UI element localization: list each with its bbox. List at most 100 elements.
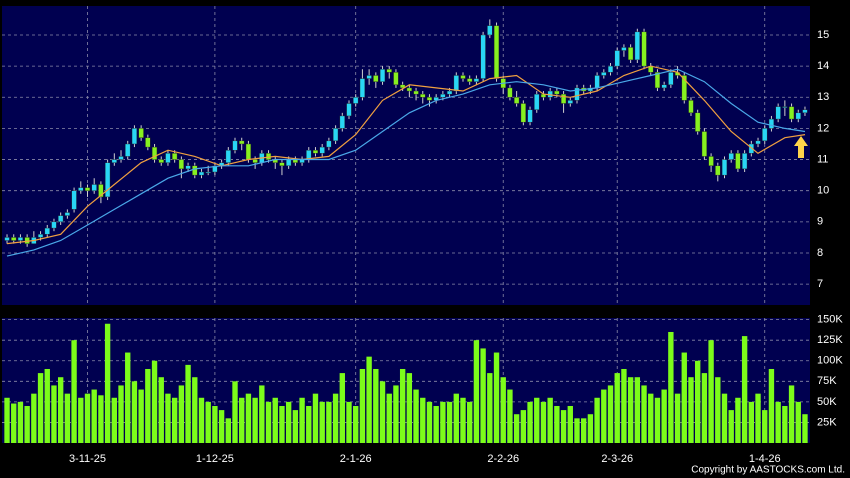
candle-body bbox=[654, 72, 661, 89]
candle-body bbox=[339, 115, 345, 129]
candle-body bbox=[138, 128, 144, 138]
volume-bar bbox=[601, 389, 607, 443]
volume-bar bbox=[735, 397, 741, 443]
volume-bar bbox=[285, 401, 292, 443]
y-tick-label: 9 bbox=[817, 216, 823, 228]
candle-body bbox=[212, 165, 218, 173]
volume-bar bbox=[339, 373, 345, 443]
volume-bar bbox=[446, 401, 453, 443]
x-tick-label: 3-11-25 bbox=[69, 453, 106, 465]
volume-bar bbox=[741, 336, 748, 443]
volume-bar bbox=[379, 381, 386, 443]
y-tick-label: 125K bbox=[817, 334, 843, 346]
volume-bar bbox=[205, 401, 211, 443]
volume-bar bbox=[353, 405, 359, 443]
candle-body bbox=[742, 153, 748, 170]
candle-body bbox=[125, 143, 131, 157]
volume-bar bbox=[634, 377, 641, 443]
volume-bar bbox=[627, 377, 634, 443]
volume-bar bbox=[292, 410, 299, 443]
volume-bar bbox=[57, 377, 64, 443]
volume-bar bbox=[185, 364, 191, 443]
volume-bar bbox=[239, 397, 245, 443]
volume-bar bbox=[648, 393, 654, 443]
candle-body bbox=[721, 159, 728, 176]
candle-body bbox=[601, 72, 607, 76]
volume-bar bbox=[151, 360, 158, 443]
volume-bar bbox=[721, 393, 728, 443]
volume-bar bbox=[540, 401, 547, 443]
volume-bar bbox=[708, 340, 714, 443]
volume-bar bbox=[453, 393, 459, 443]
volume-bar bbox=[567, 405, 573, 443]
candle-body bbox=[708, 156, 714, 166]
volume-bar bbox=[225, 418, 231, 443]
volume-bar bbox=[252, 397, 258, 443]
candle-body bbox=[84, 187, 91, 191]
volume-bar bbox=[373, 368, 379, 443]
candle-body bbox=[232, 140, 238, 151]
candle-body bbox=[621, 47, 627, 51]
volume-bar bbox=[259, 385, 265, 443]
candle-body bbox=[634, 31, 640, 61]
candle-body bbox=[185, 165, 191, 170]
plot-layer: 7 8 9 10 11 12 13 14 15 25K 50K 75K 100K 125K 150K 3-11… bbox=[2, 6, 843, 465]
y-tick-label: 25K bbox=[817, 416, 837, 428]
volume-bar bbox=[91, 389, 97, 443]
candle-body bbox=[520, 103, 526, 123]
candle-body bbox=[11, 237, 17, 241]
volume-bar bbox=[795, 401, 801, 443]
candle-body bbox=[400, 84, 406, 89]
volume-bar bbox=[84, 393, 91, 443]
candle-body bbox=[641, 31, 647, 67]
volume-bar bbox=[158, 377, 164, 443]
candle-body bbox=[118, 156, 124, 160]
volume-bar bbox=[319, 401, 325, 443]
volume-bar bbox=[607, 385, 614, 443]
candle-body bbox=[735, 153, 741, 170]
volume-bar bbox=[681, 352, 687, 443]
volume-bar bbox=[420, 397, 426, 443]
y-tick-label: 15 bbox=[817, 29, 829, 41]
volume-bar bbox=[547, 397, 553, 443]
volume-bar bbox=[78, 397, 84, 443]
volume-bar bbox=[728, 410, 734, 443]
volume-bar bbox=[762, 410, 768, 443]
candle-body bbox=[252, 159, 258, 163]
volume-bar bbox=[688, 377, 694, 443]
volume-bar bbox=[641, 385, 647, 443]
arrow-annotation bbox=[794, 136, 808, 158]
candle-body bbox=[688, 100, 694, 114]
candle-body bbox=[359, 78, 366, 98]
volume-bar bbox=[788, 385, 795, 443]
volume-bar bbox=[500, 377, 506, 443]
volume-bar bbox=[755, 393, 761, 443]
y-tick-label: 50K bbox=[817, 396, 837, 408]
candle-body bbox=[460, 75, 466, 79]
volume-bar bbox=[775, 401, 781, 443]
candle-body bbox=[715, 165, 721, 176]
volume-bar bbox=[299, 397, 305, 443]
moving-average-line bbox=[6, 68, 806, 257]
candle-body bbox=[607, 65, 614, 73]
candle-body bbox=[748, 143, 754, 154]
candle-body bbox=[225, 150, 231, 163]
candle-body bbox=[279, 162, 285, 166]
candle-body bbox=[788, 106, 795, 120]
candle-body bbox=[192, 165, 198, 176]
candle-body bbox=[37, 234, 44, 238]
candle-body bbox=[446, 90, 453, 95]
candle-body bbox=[420, 93, 426, 98]
x-tick-label: 1-4-26 bbox=[749, 453, 781, 465]
candle-body bbox=[332, 128, 339, 142]
volume-bar bbox=[748, 401, 755, 443]
volume-bar bbox=[366, 356, 372, 443]
candle-body bbox=[104, 162, 111, 198]
volume-bar bbox=[487, 373, 493, 443]
volume-bar bbox=[245, 393, 252, 443]
candle-body bbox=[661, 84, 667, 89]
volume-bar bbox=[393, 385, 399, 443]
volume-bar bbox=[125, 352, 131, 443]
volume-bar bbox=[473, 340, 480, 443]
volume-bar bbox=[326, 401, 332, 443]
